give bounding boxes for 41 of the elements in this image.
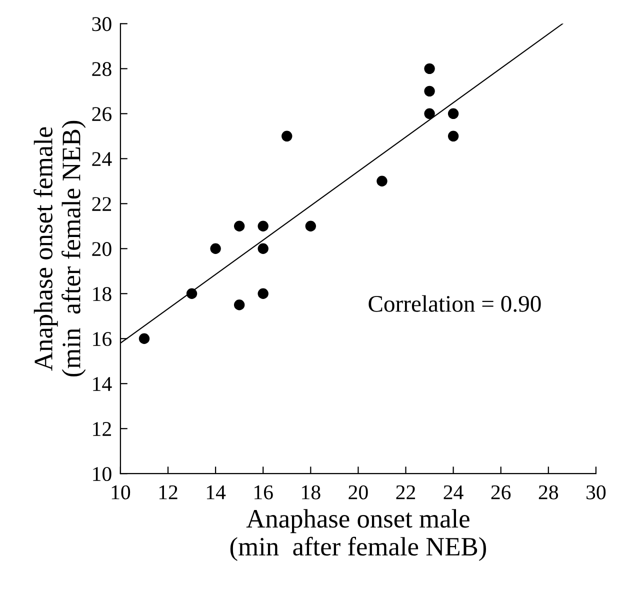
y-tick-label: 14: [93, 377, 112, 391]
y-tick-label: 18: [93, 287, 112, 302]
point: [448, 108, 459, 120]
y-axis-title: Anaphase onset female (min after female NEB): [34, 120, 86, 376]
y-tick-label: 24: [92, 152, 112, 166]
annotation: Correlation = 0.90: [368, 295, 541, 312]
y-tick-label: 26: [92, 107, 112, 122]
x-tick-label: 14: [206, 485, 226, 500]
point: [424, 86, 435, 97]
x-tick-label: 24: [444, 485, 464, 500]
x-tick-label: 22: [396, 485, 416, 500]
point: [258, 243, 268, 254]
x-tick-label: 18: [302, 485, 320, 500]
x-tick-label: 20: [348, 485, 368, 500]
point: [234, 300, 245, 310]
point: [186, 288, 198, 299]
x-tick-label: 30: [586, 485, 606, 500]
y-tick-label: 30: [92, 17, 112, 32]
x-tick-label: 12: [159, 485, 178, 500]
y-tick-label: 22: [92, 197, 111, 211]
point: [305, 220, 316, 232]
point: [448, 130, 459, 142]
point: [424, 63, 435, 74]
point: [258, 288, 268, 299]
x-tick-label: 10: [112, 485, 130, 500]
x-tick-label: 16: [254, 485, 273, 500]
x-tick-label: 26: [491, 485, 511, 500]
point: [376, 176, 388, 187]
point: [210, 243, 221, 254]
y-tick-label: 10: [93, 466, 112, 482]
x-axis-title: Anaphase onset male (min after female NEB): [230, 509, 486, 562]
y-tick-label: 16: [93, 332, 112, 346]
point: [424, 108, 435, 120]
point: [282, 130, 292, 142]
y-tick-label: 12: [93, 422, 111, 436]
point: [234, 220, 245, 232]
x-tick-label: 28: [538, 485, 558, 500]
y-tick-label: 28: [92, 62, 112, 76]
y-tick-label: 20: [92, 242, 112, 256]
point: [258, 220, 268, 232]
point: [138, 333, 150, 344]
